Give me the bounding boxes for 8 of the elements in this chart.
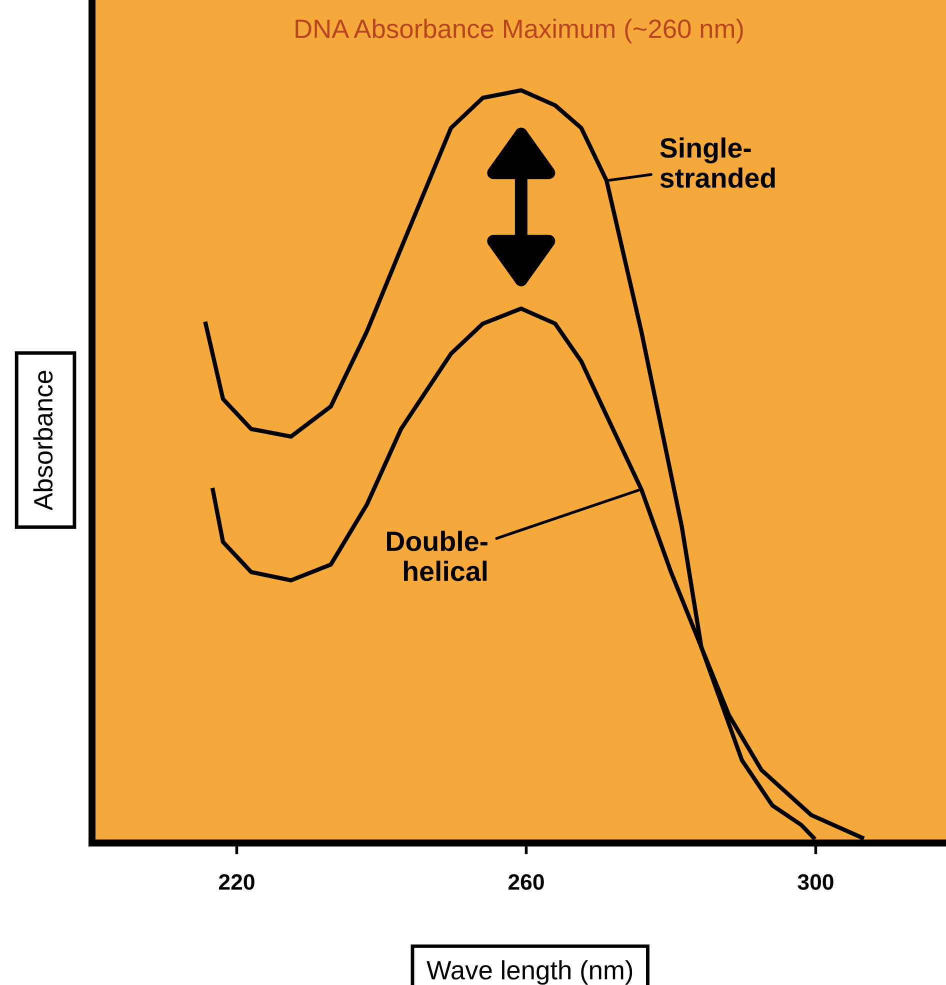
x-axis-title: Wave length (nm) bbox=[426, 960, 632, 985]
annotation: Double- helical bbox=[387, 530, 488, 582]
annotation: Single- stranded bbox=[660, 137, 775, 188]
x-tick-label: 300 bbox=[798, 874, 834, 890]
x-tick-label: 260 bbox=[508, 874, 544, 890]
chart-title: DNA Absorbance Maximum (~260 nm) bbox=[296, 18, 743, 44]
y-axis-title: Absorbance bbox=[33, 370, 53, 510]
x-tick-label: 220 bbox=[218, 874, 254, 890]
